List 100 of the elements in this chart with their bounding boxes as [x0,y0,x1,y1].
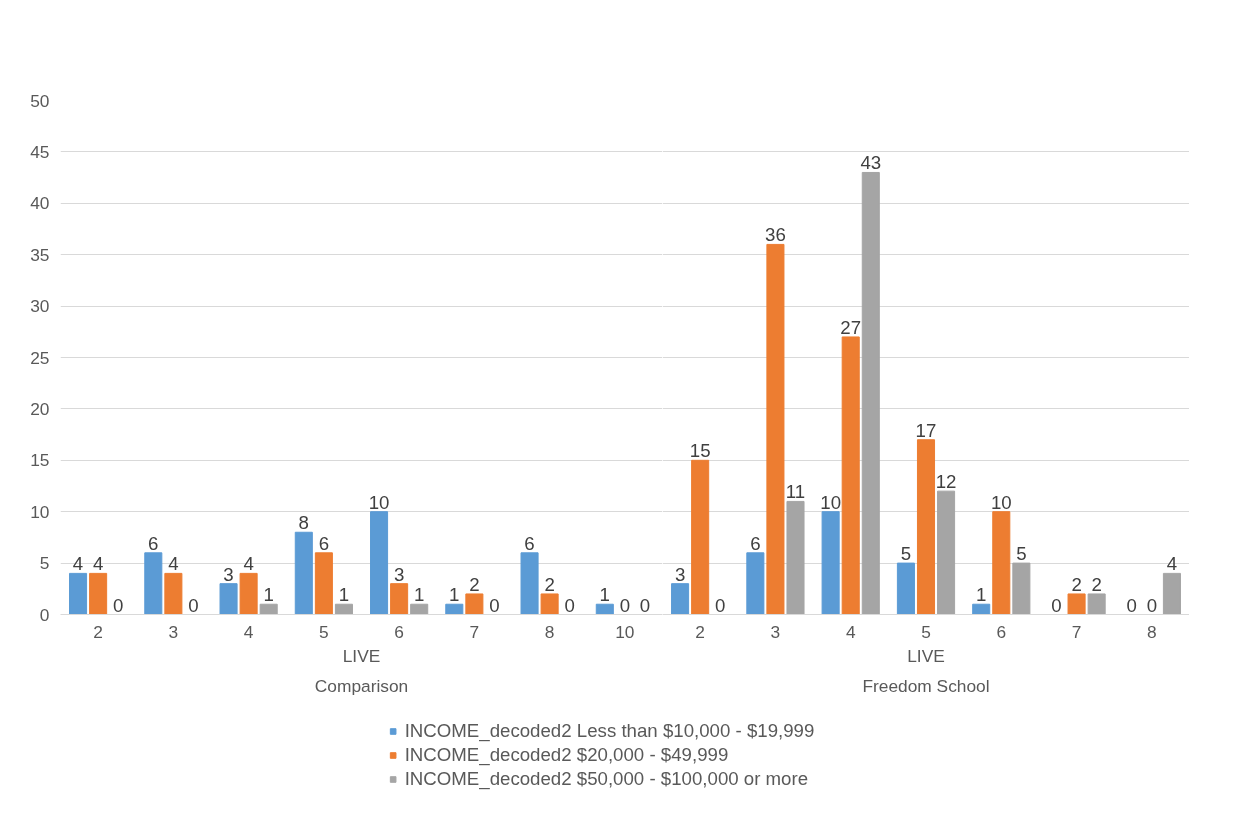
bar [259,603,278,615]
x-tick-label: 6 [394,621,404,642]
data-label: 0 [489,594,500,616]
data-label: 4 [168,553,179,575]
data-label: 15 [689,440,711,462]
data-label: 5 [1016,543,1027,565]
y-tick-label: 40 [30,193,50,214]
bar [746,552,765,615]
data-label: 0 [619,594,631,616]
data-label: 10 [990,491,1012,513]
x-axis-title: LIVE [342,645,381,666]
data-label: 27 [840,316,862,338]
bar [937,490,956,615]
data-label: 0 [188,594,199,616]
y-tick-label: 30 [30,296,50,317]
data-label: 6 [318,532,330,554]
y-tick-label: 50 [30,90,50,111]
y-tick-label: 35 [30,244,50,265]
data-label: 6 [148,532,159,554]
data-label: 2 [1091,573,1102,595]
x-tick-label: 8 [544,621,555,642]
bar [89,572,108,615]
y-tick-label: 0 [39,604,50,625]
y-tick-label: 20 [30,398,50,419]
bar [861,171,880,615]
bar [164,572,183,615]
bar [595,603,614,615]
bar [465,593,484,615]
legend-label: INCOME_decoded2 $50,000 - $100,000 or more [404,768,809,790]
data-label: 2 [1071,573,1082,595]
bar [992,511,1011,615]
x-tick-label: 4 [243,621,254,642]
bar [410,603,429,615]
text: Freedom School [862,675,990,696]
y-tick-label: 15 [30,450,50,471]
bar [786,500,805,615]
x-tick-label: 7 [469,621,480,642]
x-tick-label: 2 [93,621,103,642]
data-label: 1 [976,584,987,606]
bar [1087,593,1106,615]
x-tick-label: 3 [770,621,781,642]
x-tick-label: 5 [921,621,931,642]
data-label: 4 [72,553,84,575]
bar [1162,572,1181,615]
x-tick-label: 3 [168,621,179,642]
data-label: 2 [544,573,555,595]
data-label: 0 [113,594,124,616]
x-tick-label: 2 [695,621,705,642]
bar [314,552,333,615]
bar [219,583,238,615]
data-label: 0 [1146,594,1158,616]
bar [520,552,539,615]
legend-label: INCOME_decoded2 $20,000 - $49,999 [404,744,729,766]
data-label: 43 [860,152,882,174]
legend-label: INCOME_decoded2 Less than $10,000 - $19,999 [404,720,815,742]
bar [294,531,313,615]
data-label: 0 [1126,594,1137,616]
data-label: 0 [715,594,726,616]
y-tick-label: 25 [30,347,50,368]
data-label: 2 [469,573,480,595]
data-label: 0 [564,594,575,616]
data-label: 6 [524,532,535,554]
bar [370,511,389,615]
bar [144,552,163,615]
x-tick-label: 5 [319,621,329,642]
data-label: 8 [298,512,310,534]
y-tick-label: 45 [30,141,50,162]
data-label: 1 [414,584,425,606]
y-tick-label: 10 [30,501,50,522]
data-label: 4 [243,553,254,575]
data-label: 36 [765,224,786,246]
data-label: 0 [1051,594,1062,616]
data-label: 6 [750,532,761,554]
data-label: 5 [900,543,912,565]
data-label: 3 [223,563,234,585]
bar [691,459,710,615]
data-label: 0 [639,594,651,616]
bar [916,439,936,615]
bar [1067,593,1086,615]
bar [896,562,915,615]
data-label: 3 [393,563,405,585]
bar [841,336,860,615]
y-tick-label: 5 [39,553,50,574]
bar [69,572,88,615]
data-label: 10 [820,491,842,513]
data-label: 1 [263,584,274,606]
data-label: 17 [915,419,937,441]
data-label: 1 [338,584,350,606]
data-label: 1 [449,584,460,606]
bar [540,593,559,615]
bar [766,243,785,615]
data-label: 1 [599,584,611,606]
data-label: 11 [785,481,806,503]
x-tick-label: 8 [1147,621,1157,642]
x-tick-label: 10 [615,621,635,642]
bar [821,511,840,615]
text: Comparison [314,675,409,696]
x-tick-label: 6 [996,621,1007,642]
bar [972,603,991,615]
x-tick-label: 7 [1071,621,1082,642]
